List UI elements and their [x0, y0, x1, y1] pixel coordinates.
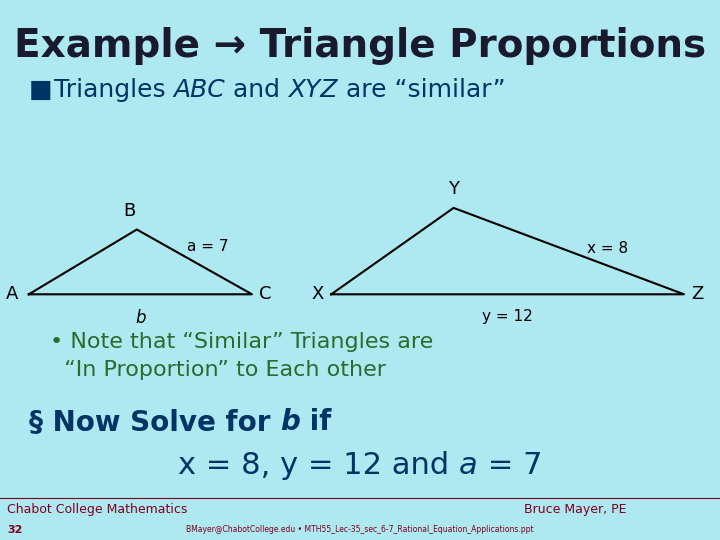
Text: Triangles: Triangles	[54, 78, 174, 102]
Text: Y: Y	[448, 180, 459, 198]
Text: a = 7: a = 7	[187, 239, 229, 254]
Text: A: A	[6, 285, 18, 303]
Text: = 7: = 7	[477, 451, 542, 480]
Text: § Now Solve for: § Now Solve for	[29, 408, 280, 436]
Text: Z: Z	[691, 285, 703, 303]
Text: are “similar”: are “similar”	[338, 78, 505, 102]
Text: X: X	[312, 285, 324, 303]
Text: 32: 32	[7, 525, 22, 535]
Text: a: a	[459, 451, 477, 480]
Text: Chabot College Mathematics: Chabot College Mathematics	[7, 503, 188, 516]
Text: b: b	[280, 408, 300, 436]
Text: x = 8, y = 12 and: x = 8, y = 12 and	[178, 451, 459, 480]
Text: Bruce Mayer, PE: Bruce Mayer, PE	[524, 503, 626, 516]
Text: BMayer@ChabotCollege.edu • MTH55_Lec-35_sec_6-7_Rational_Equation_Applications.p: BMayer@ChabotCollege.edu • MTH55_Lec-35_…	[186, 525, 534, 534]
Text: B: B	[123, 202, 136, 220]
Text: and: and	[225, 78, 289, 102]
Text: x = 8: x = 8	[587, 241, 628, 256]
Text: b: b	[135, 309, 145, 327]
Text: Example → Triangle Proportions: Example → Triangle Proportions	[14, 27, 706, 65]
Text: ■: ■	[29, 78, 53, 102]
Text: if: if	[300, 408, 331, 436]
Text: XYZ: XYZ	[289, 78, 338, 102]
Text: y = 12: y = 12	[482, 309, 533, 325]
Text: C: C	[259, 285, 271, 303]
Text: ABC: ABC	[174, 78, 225, 102]
Text: • Note that “Similar” Triangles are
  “In Proportion” to Each other: • Note that “Similar” Triangles are “In …	[50, 332, 433, 380]
